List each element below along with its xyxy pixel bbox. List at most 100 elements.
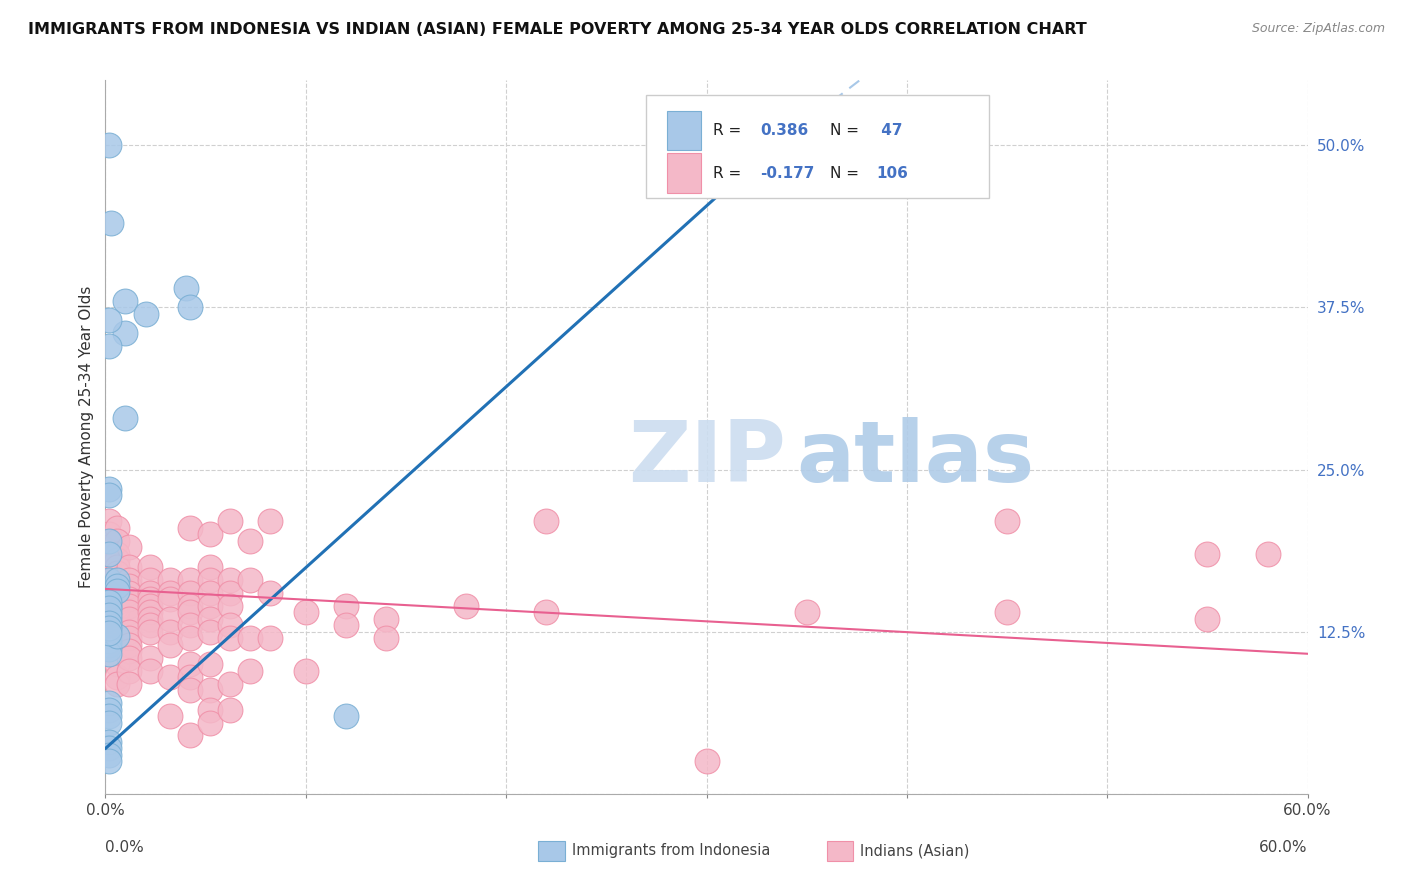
- Point: [98, 615, 121, 630]
- Point: [696, 755, 718, 769]
- Point: [98, 573, 121, 587]
- Text: 60.0%: 60.0%: [1260, 840, 1308, 855]
- Point: [98, 601, 121, 615]
- Text: R =: R =: [713, 123, 745, 137]
- Point: [98, 755, 121, 769]
- FancyBboxPatch shape: [647, 95, 988, 198]
- Bar: [538, 841, 565, 861]
- Point: [454, 599, 477, 613]
- Point: [98, 599, 121, 613]
- Point: [179, 599, 201, 613]
- Text: 0.0%: 0.0%: [105, 840, 145, 855]
- Point: [98, 613, 121, 627]
- Point: [179, 631, 201, 645]
- Point: [118, 592, 141, 607]
- Point: [179, 657, 201, 672]
- Point: [118, 676, 141, 690]
- Point: [98, 599, 121, 613]
- Point: [98, 735, 121, 749]
- Point: [98, 638, 121, 652]
- Point: [98, 592, 121, 607]
- Point: [118, 638, 141, 652]
- Point: [98, 592, 121, 607]
- Text: IMMIGRANTS FROM INDONESIA VS INDIAN (ASIAN) FEMALE POVERTY AMONG 25-34 YEAR OLDS: IMMIGRANTS FROM INDONESIA VS INDIAN (ASI…: [28, 22, 1087, 37]
- Point: [107, 521, 129, 535]
- Point: [138, 605, 160, 619]
- Point: [159, 592, 181, 607]
- Point: [218, 515, 240, 529]
- Point: [107, 657, 129, 672]
- Point: [295, 605, 318, 619]
- Point: [98, 702, 121, 716]
- Point: [138, 612, 160, 626]
- Point: [179, 521, 201, 535]
- Point: [114, 293, 136, 308]
- Point: [118, 586, 141, 600]
- Point: [135, 307, 157, 321]
- Text: Indians (Asian): Indians (Asian): [860, 844, 970, 858]
- Point: [98, 579, 121, 593]
- Point: [118, 624, 141, 639]
- Point: [335, 618, 357, 632]
- Point: [107, 607, 129, 622]
- Point: [534, 605, 557, 619]
- Text: -0.177: -0.177: [761, 166, 815, 180]
- Point: [98, 618, 121, 632]
- Point: [218, 631, 240, 645]
- Point: [179, 670, 201, 684]
- Point: [118, 541, 141, 555]
- Point: [98, 626, 121, 640]
- Point: [107, 629, 129, 643]
- Point: [107, 586, 129, 600]
- Point: [107, 670, 129, 684]
- Point: [118, 605, 141, 619]
- Point: [98, 527, 121, 541]
- Point: [179, 729, 201, 743]
- Point: [98, 615, 121, 630]
- Point: [118, 573, 141, 587]
- Point: [107, 547, 129, 561]
- Point: [335, 599, 357, 613]
- Point: [995, 515, 1018, 529]
- Point: [239, 533, 262, 548]
- Point: [218, 586, 240, 600]
- Point: [98, 605, 121, 619]
- Point: [118, 644, 141, 658]
- Point: [796, 605, 818, 619]
- Point: [198, 657, 221, 672]
- Point: [98, 624, 121, 638]
- Point: [138, 586, 160, 600]
- Point: [218, 599, 240, 613]
- Point: [159, 586, 181, 600]
- Point: [98, 629, 121, 643]
- Point: [98, 595, 121, 609]
- Point: [179, 618, 201, 632]
- Point: [138, 618, 160, 632]
- Point: [107, 599, 129, 613]
- Point: [118, 664, 141, 678]
- Point: [198, 559, 221, 574]
- Point: [1197, 612, 1219, 626]
- Point: [138, 599, 160, 613]
- Point: [107, 592, 129, 607]
- Point: [98, 553, 121, 567]
- Point: [198, 715, 221, 730]
- Point: [107, 676, 129, 690]
- Point: [100, 216, 122, 230]
- Point: [107, 596, 129, 610]
- Text: N =: N =: [831, 123, 865, 137]
- Point: [98, 488, 121, 502]
- Point: [98, 566, 121, 581]
- Point: [98, 607, 121, 622]
- Point: [159, 612, 181, 626]
- Point: [198, 612, 221, 626]
- Point: [98, 547, 121, 561]
- Point: [239, 573, 262, 587]
- Point: [995, 605, 1018, 619]
- Point: [107, 579, 129, 593]
- Point: [198, 702, 221, 716]
- Point: [114, 410, 136, 425]
- Bar: [827, 841, 853, 861]
- Point: [198, 527, 221, 541]
- Point: [218, 573, 240, 587]
